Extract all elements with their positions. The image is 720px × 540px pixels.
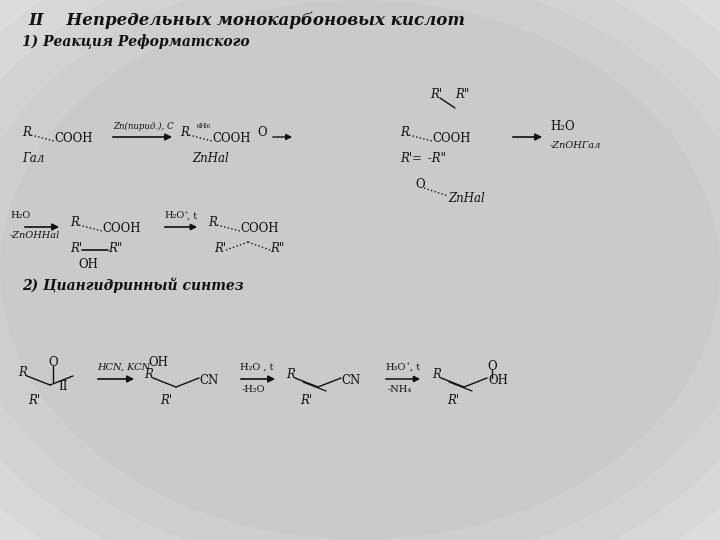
Text: COOН: COOН [432, 132, 470, 145]
Text: II: II [58, 381, 68, 394]
Text: R: R [208, 215, 217, 228]
Text: -ZnOHГал: -ZnOHГал [550, 141, 601, 151]
Text: O: O [487, 361, 497, 374]
Text: H₂O: H₂O [550, 119, 575, 132]
Text: R": R" [270, 241, 284, 254]
Text: -ZnOHHal: -ZnOHHal [10, 232, 60, 240]
Text: O: O [48, 356, 58, 369]
Text: , t: , t [187, 212, 197, 220]
Text: OH: OH [78, 258, 98, 271]
Text: ₆H₆: ₆H₆ [197, 122, 211, 130]
Text: R": R" [455, 89, 469, 102]
Text: 2) Циангидринный синтез: 2) Циангидринный синтез [22, 277, 243, 293]
Text: R': R' [28, 395, 40, 408]
Text: HCN, KCN: HCN, KCN [97, 362, 150, 372]
Text: 1) Реакция Реформатского: 1) Реакция Реформатского [22, 36, 250, 51]
Text: O: O [257, 125, 266, 138]
Text: R': R' [447, 395, 459, 408]
Text: R: R [70, 215, 79, 228]
Text: , t: , t [410, 362, 420, 372]
Text: COOН: COOН [212, 132, 251, 145]
Text: R: R [432, 368, 441, 381]
Text: R": R" [108, 241, 122, 254]
Text: CN: CN [341, 374, 360, 387]
Text: OH: OH [488, 374, 508, 387]
Text: R'=: R'= [400, 152, 422, 165]
Text: R: R [286, 368, 295, 381]
Text: ⁺: ⁺ [405, 362, 410, 370]
Text: R: R [18, 367, 27, 380]
Text: ZnHal: ZnHal [192, 152, 229, 165]
Text: -NH₄: -NH₄ [388, 386, 413, 395]
Text: R': R' [214, 241, 226, 254]
Text: R': R' [300, 395, 312, 408]
Text: R': R' [430, 89, 442, 102]
Text: II    Непредельных монокарбоновых кислот: II Непредельных монокарбоновых кислот [28, 11, 465, 29]
Text: H₂O , t: H₂O , t [240, 362, 274, 372]
Text: Гал: Гал [22, 152, 44, 165]
Text: -R": -R" [424, 152, 446, 165]
Text: -H₂O: -H₂O [242, 386, 266, 395]
Text: H₃O: H₃O [385, 362, 405, 372]
Text: R': R' [70, 241, 82, 254]
Text: H₂O: H₂O [164, 212, 184, 220]
Text: R: R [180, 125, 189, 138]
Text: OH: OH [148, 356, 168, 369]
Text: R: R [400, 125, 409, 138]
Text: CN: CN [199, 374, 218, 387]
Text: ZnHal: ZnHal [448, 192, 485, 206]
Text: O: O [415, 179, 425, 192]
Text: COOH: COOH [54, 132, 92, 145]
Text: R': R' [160, 395, 172, 408]
Text: COOН: COOН [102, 222, 140, 235]
Text: R: R [144, 368, 153, 381]
Text: ⁺: ⁺ [183, 211, 187, 219]
Text: R: R [22, 125, 31, 138]
Text: COOН: COOН [240, 222, 279, 235]
Text: H₂O: H₂O [10, 212, 30, 220]
Text: Zn(пирид.), C: Zn(пирид.), C [113, 122, 174, 131]
